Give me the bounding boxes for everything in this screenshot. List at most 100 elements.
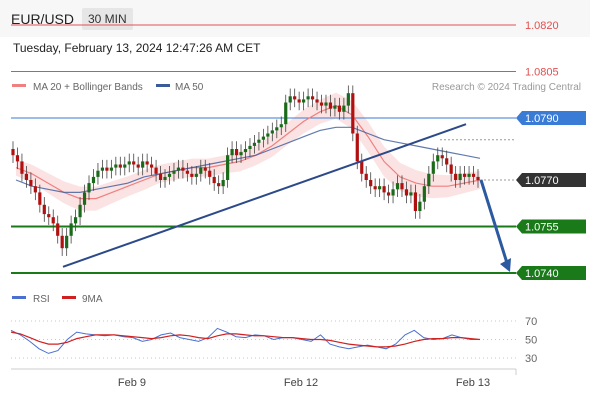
candle-body: [270, 130, 274, 134]
candle-body: [284, 102, 288, 125]
rsi-tick-label: 30: [525, 353, 537, 365]
candle-body: [355, 133, 359, 162]
candle-body: [476, 176, 480, 180]
candle-body: [230, 149, 234, 156]
candle-body: [150, 164, 154, 168]
candle-body: [369, 180, 373, 187]
candle-body: [132, 161, 136, 165]
candle-body: [364, 173, 368, 180]
candle-body: [458, 173, 462, 180]
candle-body: [51, 217, 55, 224]
rsi-legend-label: RSI: [33, 294, 50, 305]
candle-body: [400, 183, 404, 190]
candle-body: [158, 173, 163, 180]
candle-body: [261, 136, 265, 140]
candle-body: [427, 173, 431, 187]
candle-body: [208, 170, 212, 177]
candle-body: [413, 192, 418, 211]
candle-body: [190, 173, 194, 177]
candle-body: [234, 149, 239, 156]
candle-body: [15, 155, 20, 162]
rsi-tick-label: 70: [525, 316, 537, 328]
ma20-legend-swatch: [12, 84, 26, 87]
price-levels: [11, 24, 516, 274]
candle-body: [337, 105, 341, 112]
candle-body: [449, 164, 453, 174]
candle-body: [60, 235, 64, 249]
candle-body: [239, 152, 243, 156]
candle-body: [109, 167, 113, 171]
candle-body: [73, 217, 78, 224]
rsi-legend-swatch: [12, 296, 26, 299]
candle-body: [91, 176, 96, 184]
candle-body: [346, 93, 350, 106]
rsi-ma-line: [10, 331, 481, 348]
candle-body: [422, 186, 426, 202]
level-label-support-5: 1.0740: [525, 268, 559, 280]
ma20-legend-label: MA 20 + Bollinger Bands: [33, 82, 143, 93]
candle-body: [279, 124, 283, 128]
candle-body: [310, 96, 315, 100]
candle-body: [136, 164, 140, 168]
candle-body: [386, 192, 391, 196]
level-label-support-4: 1.0755: [525, 222, 559, 234]
level-label-current-3: 1.0770: [525, 175, 559, 187]
candle-body: [65, 235, 69, 249]
uptrend-line: [62, 123, 467, 268]
candle-body: [29, 180, 33, 187]
candle-body: [105, 167, 109, 171]
candle-body: [226, 155, 230, 180]
forecast-arrow-head: [500, 258, 511, 272]
ma20-line: [15, 104, 481, 200]
x-axis-label: Feb 13: [456, 377, 490, 389]
candle-body: [418, 201, 422, 211]
level-label-resistance: 1.0805: [525, 67, 559, 79]
candle-body: [11, 149, 15, 156]
ma9-legend-label: 9MA: [82, 294, 103, 305]
candle-body: [123, 164, 127, 168]
candle-body: [454, 173, 458, 180]
ma9-legend-swatch: [62, 296, 76, 299]
candle-body: [20, 161, 24, 174]
candle-body: [114, 164, 118, 168]
candle-body: [360, 161, 364, 174]
candle-body: [176, 167, 181, 171]
candle-body: [145, 161, 149, 165]
candle-body: [69, 223, 73, 236]
candle-body: [118, 164, 122, 168]
trend-annotations: [62, 123, 511, 272]
candle-body: [333, 105, 337, 109]
candle-body: [163, 176, 167, 180]
candle-body: [275, 127, 279, 131]
candle-body: [167, 173, 172, 177]
candle-body: [243, 149, 248, 153]
rsi-panel: 70 50 30: [10, 316, 537, 365]
candle-body: [436, 155, 440, 162]
candle-body: [328, 102, 333, 109]
candle-body: [248, 145, 252, 149]
candle-body: [56, 223, 60, 236]
level-label-pivot-2: 1.0790: [525, 113, 559, 125]
level-labels: 1.0820 1.0805 1.0790 1.0770 1.0755 1.0740: [516, 20, 586, 280]
candle-body: [154, 167, 158, 174]
level-label-tag-current: [516, 173, 586, 187]
candle-body: [266, 133, 270, 137]
candle-body: [42, 204, 46, 215]
candle-body: [440, 155, 444, 159]
chart-datetime: Tuesday, February 13, 2024 12:47:26 AM C…: [13, 41, 261, 55]
candle-body: [319, 102, 324, 106]
candle-body: [141, 161, 145, 168]
candle-body: [257, 139, 261, 143]
candle-body: [431, 161, 435, 174]
candle-body: [293, 96, 297, 100]
candle-body: [100, 167, 105, 171]
candle-body: [462, 173, 467, 177]
candle-body: [82, 192, 87, 205]
candle-body: [445, 158, 449, 165]
candle-body: [351, 93, 355, 134]
candle-body: [203, 167, 207, 171]
candle-body: [194, 173, 198, 177]
candle-body: [217, 183, 221, 187]
candle-body: [378, 186, 382, 190]
